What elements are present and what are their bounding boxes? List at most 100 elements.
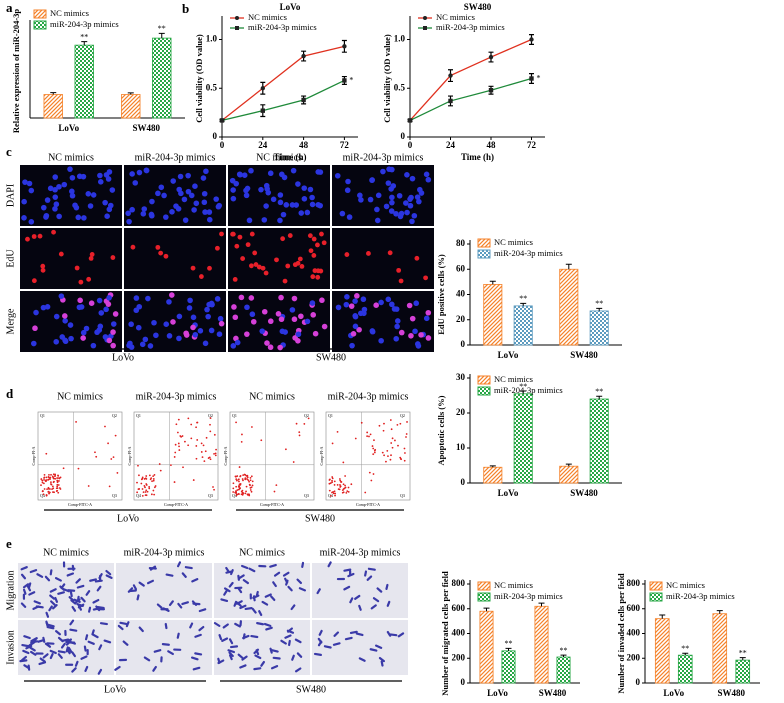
nucleus (277, 192, 284, 198)
event (47, 490, 50, 493)
nucleus (52, 206, 58, 212)
stained-cell (223, 589, 228, 596)
event (246, 476, 249, 479)
nucleus (52, 186, 58, 193)
event (339, 479, 342, 482)
event (244, 492, 247, 495)
flow-x-label: Comp-FITC-A (164, 502, 188, 507)
stained-cell (181, 572, 187, 578)
y-tick-label: 1.0 (394, 34, 406, 44)
event (390, 442, 393, 444)
x-tick-label: SW480 (717, 688, 745, 698)
line (409, 38, 532, 121)
stained-cell (97, 668, 103, 675)
stained-cell (349, 597, 354, 604)
merged-cell (278, 316, 285, 323)
stained-cell (69, 591, 73, 598)
error-bar (483, 607, 490, 612)
event (237, 488, 240, 491)
nucleus (344, 187, 351, 194)
event (390, 454, 392, 457)
merged-cell (425, 335, 432, 341)
merged-cell (128, 321, 134, 328)
nucleus (246, 217, 253, 224)
stained-cell (68, 596, 75, 602)
stained-cell (343, 568, 352, 572)
nucleus (264, 186, 270, 192)
edu-cell (253, 262, 259, 267)
merged-cell (53, 338, 60, 345)
y-tick-label: 800 (452, 578, 466, 588)
event (251, 484, 254, 487)
panel-letter: c (6, 144, 12, 159)
marker (407, 118, 413, 123)
event (390, 428, 393, 431)
x-tick-label: SW480 (539, 688, 567, 698)
event (338, 488, 341, 491)
merged-cell (44, 304, 51, 310)
bar (483, 466, 503, 484)
merged-cell (275, 311, 282, 317)
group-label: SW480 (316, 352, 346, 363)
event (387, 455, 389, 458)
legend-swatch (477, 592, 491, 602)
event (396, 423, 399, 426)
bar (513, 305, 533, 346)
event (238, 480, 240, 483)
stained-cell (87, 640, 95, 645)
y-tick-label: 0 (636, 677, 641, 687)
event (49, 488, 51, 490)
error-bar (682, 652, 689, 656)
event (232, 487, 235, 490)
y-axis-label: Number of migrated cells per field (440, 571, 450, 696)
event (75, 421, 77, 423)
stained-cell (39, 657, 46, 663)
event (214, 454, 217, 457)
stained-cell (45, 611, 50, 618)
stained-cell (167, 650, 174, 656)
significance: ** (158, 24, 166, 33)
y-axis-label: Cell viability (OD value) (382, 34, 392, 123)
event (42, 493, 45, 496)
edu-cell (308, 248, 314, 254)
quadrant-label: Q1 (40, 413, 45, 418)
event (241, 491, 244, 494)
column-header: NC mimics (48, 152, 94, 163)
event (383, 454, 385, 457)
edu-cell (240, 256, 246, 261)
nucleus (393, 210, 399, 217)
stained-cell (376, 587, 383, 593)
event (232, 491, 235, 493)
event (235, 492, 237, 494)
micrograph (228, 291, 330, 352)
stained-cell (76, 603, 84, 608)
event (371, 445, 374, 447)
event (153, 474, 156, 476)
event (242, 474, 245, 477)
legend-swatch (33, 9, 47, 19)
group-label: LoVo (104, 684, 126, 695)
merged-cell (105, 301, 112, 307)
edu-cell (89, 252, 95, 257)
edu-cell (31, 234, 37, 239)
event (137, 464, 139, 467)
y-tick-label: 600 (627, 603, 641, 613)
nucleus (409, 218, 415, 225)
stained-cell (301, 561, 305, 568)
stained-cell (28, 591, 36, 596)
bar (712, 613, 728, 684)
stained-cell (92, 598, 100, 604)
quadrant-label: Q4 (136, 493, 141, 498)
stained-cell (105, 574, 113, 579)
nucleus (258, 186, 264, 193)
stained-cell (59, 585, 66, 591)
merged-cell (267, 318, 274, 325)
event (141, 488, 144, 490)
merged-cell (319, 297, 325, 304)
event (152, 489, 155, 492)
nucleus (301, 195, 308, 202)
x-tick-label: LoVo (58, 123, 79, 133)
event (209, 430, 212, 433)
nucleus (309, 194, 315, 201)
event (328, 482, 331, 485)
